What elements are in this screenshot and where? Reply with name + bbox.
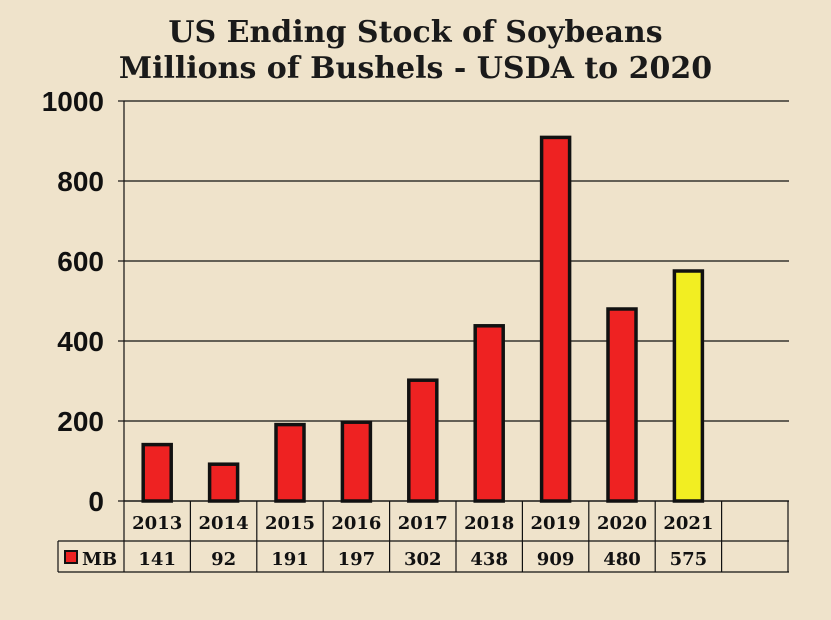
legend-swatch <box>64 550 78 564</box>
x-tick-label: 2015 <box>265 513 315 534</box>
data-table-value: 141 <box>138 549 176 570</box>
x-tick-label: 2016 <box>331 513 381 534</box>
chart-title: US Ending Stock of Soybeans <box>168 15 663 50</box>
data-table-value: 438 <box>470 549 508 570</box>
x-tick-label: 2020 <box>597 513 647 534</box>
bar-2019 <box>539 135 572 503</box>
x-tick-label: 2021 <box>663 513 713 534</box>
bar-2015 <box>274 422 306 503</box>
y-tick-label: 800 <box>57 166 104 197</box>
data-table-value: 191 <box>271 549 309 570</box>
bar-2020 <box>606 307 638 503</box>
x-tick-label: 2014 <box>199 513 249 534</box>
bar-2017 <box>407 378 439 503</box>
data-table-value: 197 <box>338 549 376 570</box>
data-table-value: 909 <box>537 549 575 570</box>
y-tick-label: 0 <box>88 486 104 517</box>
legend-label: MB <box>82 549 117 570</box>
bar-2014 <box>207 462 240 503</box>
x-tick-label: 2019 <box>531 513 581 534</box>
x-tick-label: 2013 <box>132 513 182 534</box>
x-tick-label: 2017 <box>398 513 448 534</box>
bar-2021 <box>672 269 705 503</box>
data-table-value: 302 <box>404 549 442 570</box>
data-table-value: 92 <box>211 549 236 570</box>
x-tick-label: 2018 <box>464 513 514 534</box>
bar-2016 <box>340 420 373 503</box>
bar-2013 <box>141 442 173 503</box>
y-tick-label: 400 <box>57 326 104 357</box>
y-tick-label: 600 <box>57 246 104 277</box>
y-tick-label: 1000 <box>42 86 104 117</box>
y-tick-label: 200 <box>57 406 104 437</box>
data-table-value: 480 <box>603 549 641 570</box>
bar-2018 <box>473 324 505 503</box>
chart-subtitle: Millions of Bushels - USDA to 2020 <box>118 51 713 86</box>
data-table-value: 575 <box>670 549 708 570</box>
